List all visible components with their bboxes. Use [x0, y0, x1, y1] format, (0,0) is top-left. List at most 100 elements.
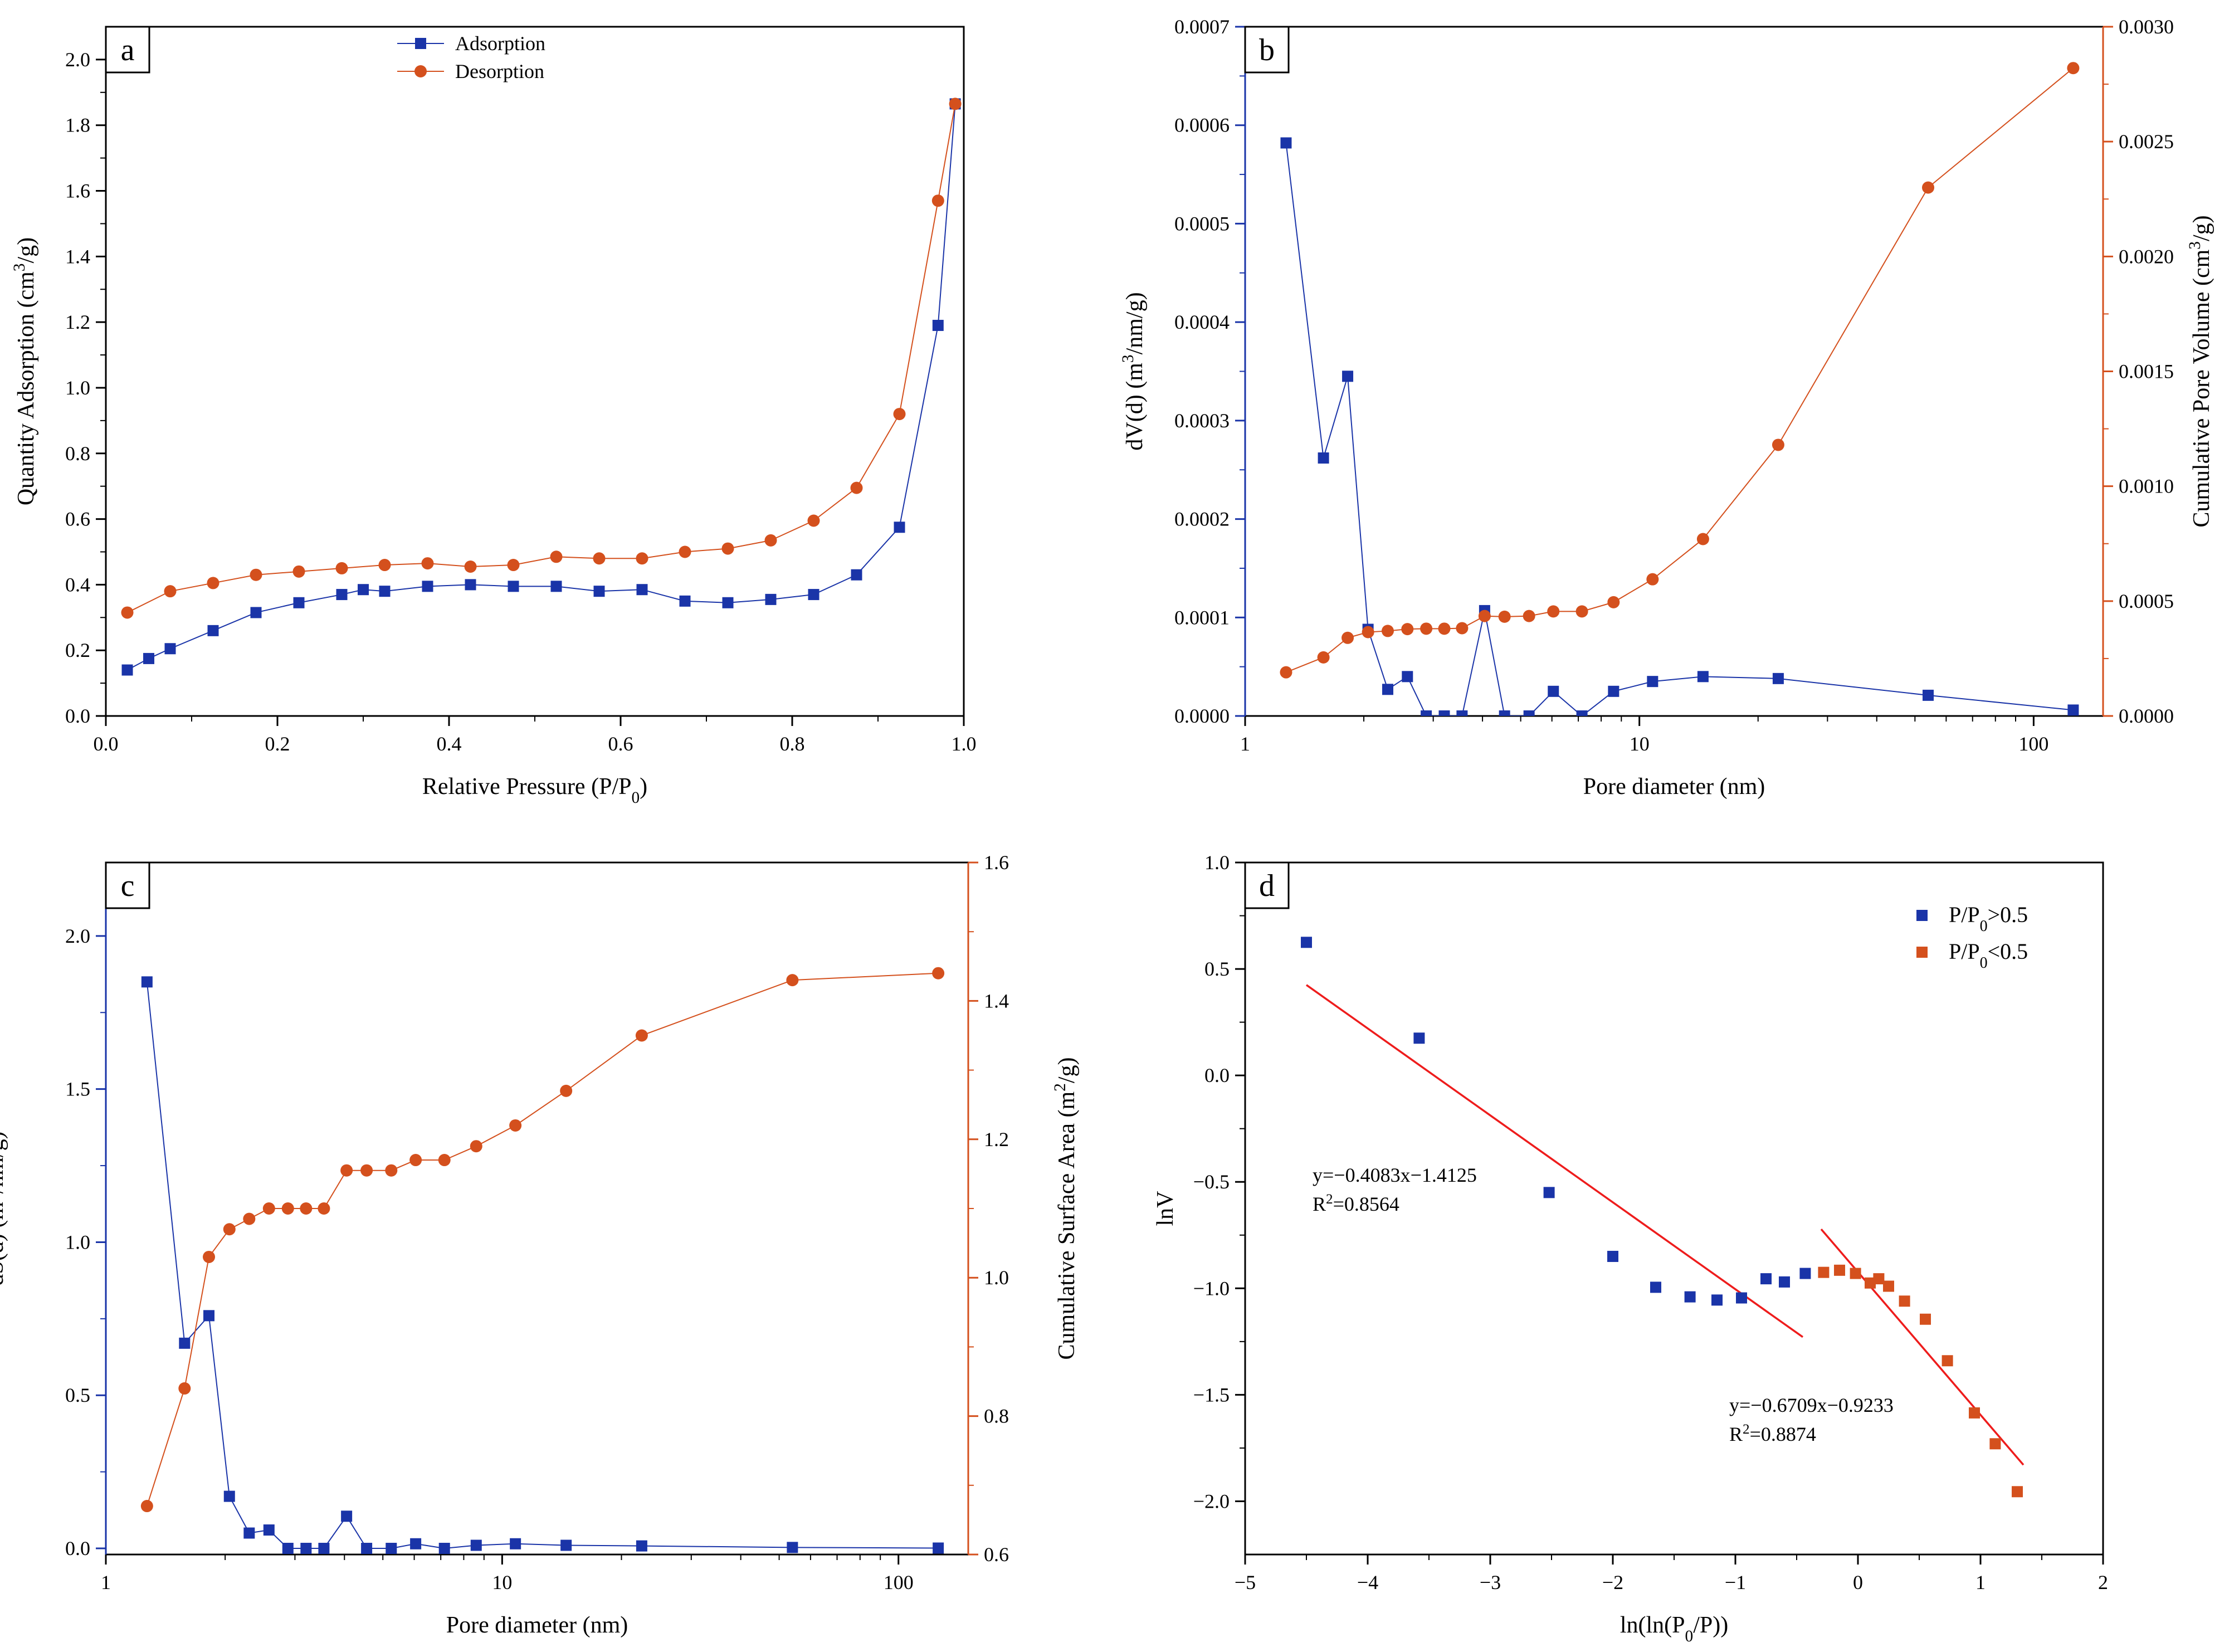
- fit-line-1: [1305, 984, 1804, 1338]
- data-point: [1342, 631, 1354, 644]
- panel-label-d: d: [1259, 869, 1275, 903]
- data-point: [1438, 710, 1450, 716]
- y-tick-label: 0.0007: [1174, 16, 1230, 38]
- panel-label-c: c: [121, 869, 135, 903]
- series-line: [1285, 143, 2074, 716]
- data-point: [1865, 1277, 1876, 1289]
- fit-equation-1: y=−0.4083x−1.4125: [1313, 1164, 1477, 1186]
- data-point: [1498, 610, 1511, 623]
- data-point: [179, 1337, 191, 1349]
- y-axis-label-a-part: Quantity Adsorption (cm: [13, 271, 39, 505]
- data-point: [1280, 666, 1292, 679]
- y-tick-label: 1.0: [65, 377, 90, 399]
- data-point: [1942, 1355, 1953, 1367]
- data-point: [1543, 1187, 1555, 1198]
- legend-label: P/P0<0.5: [1949, 939, 2028, 972]
- data-point: [293, 597, 305, 608]
- y-right-tick-label: 0.6: [984, 1543, 1009, 1566]
- y-axis-label-d: lnV: [1153, 1191, 1178, 1226]
- data-point: [141, 976, 153, 988]
- data-point: [1421, 710, 1432, 716]
- data-point: [1646, 573, 1659, 586]
- data-point: [1696, 533, 1709, 545]
- data-point: [1576, 710, 1588, 716]
- series-c-2: [140, 967, 945, 1513]
- plot-area-b: [1280, 62, 2080, 716]
- legend-label: P/P0>0.5: [1949, 902, 2028, 935]
- x-axis-d: −5 −4 −3 −2 −1 0 1 2: [1235, 1554, 2108, 1593]
- panel-c: 1 10 100 0.0 0.5 1.0 1.5 2.0 0.6 0.8 1.0 1.2 1.4 1.6 P…: [0, 851, 1080, 1638]
- y-axis-left-c: 0.0 0.5 1.0 1.5 2.0: [65, 862, 107, 1560]
- data-point: [409, 1154, 422, 1167]
- y-right-axis-label-c: Cumulative Surface Area (m2/g): [1051, 1057, 1080, 1359]
- data-point: [140, 1500, 153, 1513]
- y-right-tick-label: 0.8: [984, 1405, 1009, 1427]
- data-point: [1779, 1276, 1790, 1288]
- y-axis-label-b-part: 3: [1119, 354, 1137, 363]
- y-axis-label-d-part: lnV: [1153, 1191, 1178, 1226]
- x-tick-label: 2: [2098, 1571, 2108, 1593]
- plot-area-a: [121, 98, 962, 676]
- legend-marker: [415, 38, 426, 49]
- y-right-tick-label: 0.0030: [2119, 16, 2174, 38]
- data-point: [2067, 704, 2079, 716]
- data-point: [207, 625, 219, 636]
- x-tick-label: −5: [1235, 1571, 1256, 1593]
- data-point: [1413, 1032, 1425, 1044]
- panel-label-b: b: [1259, 33, 1275, 67]
- data-point: [722, 597, 734, 608]
- x-axis-label-d: ln(ln(P0/P)): [1620, 1612, 1728, 1645]
- x-tick-label: 0.8: [780, 733, 805, 755]
- series-line: [146, 972, 939, 1507]
- data-point: [1499, 710, 1510, 716]
- data-point: [341, 1510, 353, 1522]
- x-tick-label: 100: [2018, 733, 2048, 755]
- data-point: [560, 1539, 572, 1551]
- y-tick-label: 0.2: [65, 639, 90, 661]
- series-line: [1286, 67, 2074, 673]
- data-point: [292, 565, 305, 578]
- data-point: [464, 560, 477, 573]
- data-point: [636, 584, 648, 596]
- data-point: [893, 408, 906, 421]
- plot-frame-a: [105, 26, 965, 717]
- data-point: [1342, 371, 1354, 382]
- panel-b: 1 10 1000.00000.00010.00020.00030.00040.00…: [1119, 16, 2214, 800]
- fit-r2-2: R2=0.8874: [1729, 1421, 1816, 1445]
- data-point: [361, 1543, 373, 1554]
- data-point: [1607, 596, 1620, 608]
- data-point: [243, 1527, 255, 1539]
- data-point: [507, 559, 520, 572]
- data-point: [410, 1538, 422, 1549]
- y-tick-label: 1.5: [65, 1078, 90, 1100]
- panel-d: −5 −4 −3 −2 −1 0 1 2 −2.0 −1.5 −1.0 −0.5 0.0 0.5 1.0 ln…: [1153, 851, 2108, 1645]
- legend-label: Adsorption: [455, 32, 545, 55]
- data-point: [178, 1382, 191, 1395]
- y-right-axis-label-b-part: 3: [2186, 241, 2204, 250]
- data-point: [932, 320, 944, 332]
- x-axis-c: 1 10 100: [101, 1554, 914, 1593]
- y-axis-label-c-part: dS(d) (m: [0, 1202, 8, 1286]
- y-tick-label: 1.8: [65, 114, 90, 137]
- y-tick-label: −0.5: [1193, 1171, 1230, 1193]
- data-point: [1523, 710, 1535, 716]
- data-point: [1402, 671, 1413, 683]
- x-tick-label: 0.4: [437, 733, 462, 755]
- data-point: [1362, 626, 1374, 639]
- data-point: [931, 194, 944, 207]
- x-tick-label: 1.0: [952, 733, 977, 755]
- data-point: [807, 514, 820, 527]
- y-axis-left-a: 0.0 0.2 0.4 0.6 0.8 1.0 1.2 1.4 1.6 1.8 2.0: [65, 48, 106, 727]
- data-point: [932, 967, 945, 979]
- data-point: [250, 607, 262, 618]
- x-axis-label-d-part: /P)): [1693, 1612, 1728, 1638]
- data-point: [2067, 62, 2080, 75]
- data-point: [250, 568, 262, 581]
- data-point: [894, 522, 905, 533]
- data-point: [1478, 610, 1491, 622]
- data-point: [318, 1543, 330, 1554]
- fit-r2-2-part: R: [1729, 1423, 1743, 1445]
- y-tick-label: 0.0005: [1174, 212, 1230, 235]
- y-right-axis-label-b: Cumulative Pore Volume (cm3/g): [2186, 215, 2214, 527]
